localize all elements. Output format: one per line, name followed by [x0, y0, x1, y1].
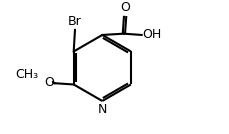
Text: O: O: [120, 1, 130, 14]
Text: CH₃: CH₃: [16, 68, 39, 81]
Text: Br: Br: [68, 15, 82, 28]
Text: N: N: [97, 103, 106, 116]
Text: O: O: [44, 76, 53, 89]
Text: OH: OH: [142, 28, 161, 41]
